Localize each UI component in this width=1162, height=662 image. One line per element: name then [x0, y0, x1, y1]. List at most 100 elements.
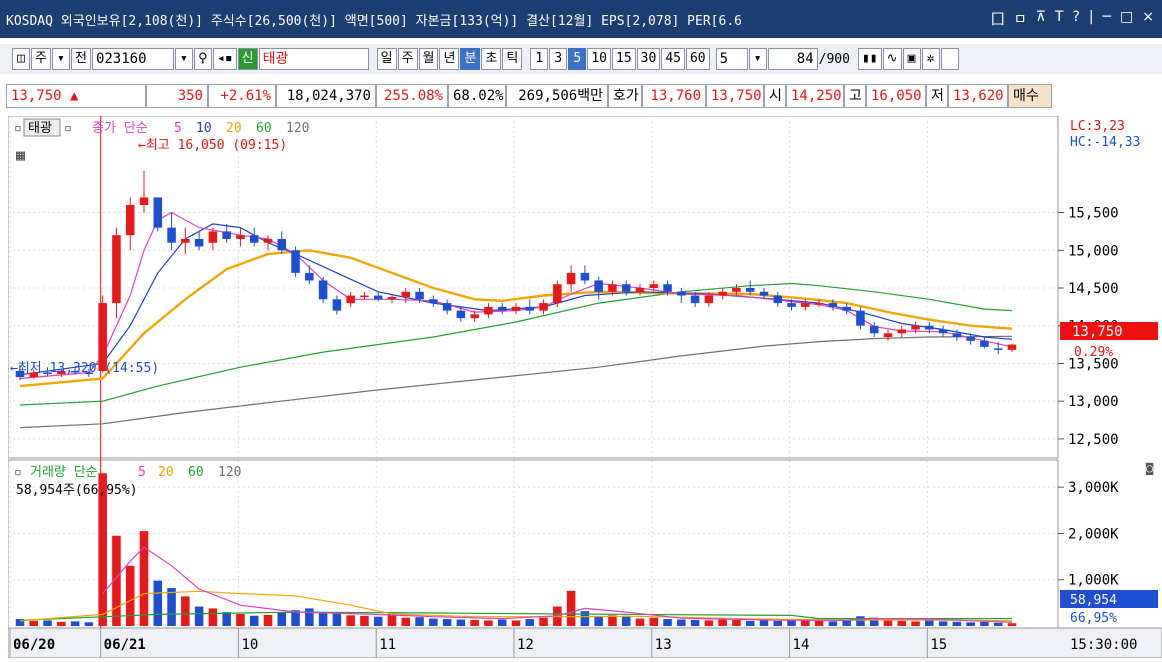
- candle-body: [911, 325, 920, 330]
- speaker-icon[interactable]: ◂▪: [212, 48, 237, 70]
- help-icon[interactable]: ?: [1072, 9, 1080, 25]
- candle-body: [153, 197, 163, 228]
- candle-body: [525, 306, 535, 311]
- vol-tag-box: [1060, 590, 1158, 608]
- minute-10[interactable]: 10: [587, 48, 611, 70]
- vma20-line: [19, 590, 1013, 622]
- indicator-icon[interactable]: ∿: [882, 48, 902, 70]
- candle-body: [952, 333, 962, 338]
- save-icon[interactable]: ▣: [902, 48, 921, 70]
- volume-tick-label: 2,000K: [1068, 526, 1119, 542]
- volume-bar: [759, 620, 769, 626]
- pin-icon[interactable]: ⊼: [1035, 9, 1046, 25]
- price-volume-chart[interactable]: 12,50013,00013,50014,00014,50015,00015,5…: [7, 115, 1162, 659]
- interval-dropdown-icon[interactable]: ▾: [748, 48, 767, 70]
- volume-bar: [222, 612, 231, 626]
- period-year[interactable]: 년: [439, 48, 460, 70]
- volume-value: 58,954주(66,95%): [16, 483, 138, 498]
- volume-bar: [181, 596, 190, 626]
- period-second[interactable]: 초: [481, 48, 502, 70]
- font-icon[interactable]: T: [1054, 9, 1064, 25]
- vma5-line: [102, 546, 1013, 623]
- volume-bar: [993, 622, 1003, 626]
- close-icon[interactable]: ×: [1142, 9, 1154, 25]
- volume-bar: [511, 620, 521, 626]
- candle-body: [208, 231, 218, 243]
- link-icon[interactable]: ㅁ: [1013, 12, 1027, 28]
- settings-icon[interactable]: ✲: [921, 48, 940, 70]
- period-tick[interactable]: 틱: [502, 48, 523, 70]
- candle-body: [181, 238, 190, 243]
- minute-60[interactable]: 60: [685, 48, 710, 70]
- minimize-icon[interactable]: ─: [1102, 9, 1112, 25]
- legend-vma5: 5: [138, 465, 146, 480]
- candle-body: [442, 303, 452, 311]
- volume-bar: [249, 615, 259, 626]
- volume-bar: [925, 620, 934, 626]
- volume-bar: [387, 613, 397, 626]
- search-icon[interactable]: ⚲: [193, 48, 212, 70]
- minute-45[interactable]: 45: [661, 48, 685, 70]
- minute-30[interactable]: 30: [636, 48, 661, 70]
- open-label: 시: [764, 84, 786, 108]
- time-axis: [7, 627, 1162, 659]
- candle-body: [649, 284, 659, 288]
- period-month[interactable]: 월: [418, 48, 439, 70]
- volume-tick-label: 1,000K: [1068, 573, 1119, 589]
- candle-body: [773, 295, 783, 304]
- period-day[interactable]: 일: [376, 48, 397, 70]
- candle-body: [291, 250, 300, 273]
- code-dropdown-icon[interactable]: ▾: [174, 48, 193, 70]
- market-select[interactable]: 주: [31, 48, 51, 70]
- low-label: 저: [926, 84, 948, 108]
- layout-icon[interactable]: 囗: [990, 12, 1005, 28]
- volume-ratio: 255.08%: [376, 84, 448, 108]
- minute-5[interactable]: 5: [568, 48, 587, 70]
- display-count-input[interactable]: 84: [767, 48, 818, 70]
- period-short-button[interactable]: 전: [70, 48, 91, 70]
- current-price: 13,750 ▲: [6, 84, 146, 108]
- candle-body: [29, 372, 39, 378]
- volume-bar: [332, 613, 342, 626]
- period-week[interactable]: 주: [397, 48, 418, 70]
- volume-bar: [194, 606, 204, 626]
- volume-bar: [1007, 623, 1017, 626]
- volume-bar: [401, 617, 411, 626]
- volume-bar: [29, 620, 39, 626]
- buy-button[interactable]: 매수: [1008, 84, 1052, 108]
- candle-body: [759, 291, 769, 296]
- candle-body: [222, 231, 231, 239]
- stock-name-field[interactable]: 태광: [258, 48, 369, 70]
- stock-code-input[interactable]: 023160: [91, 48, 174, 70]
- screen-menu-icon[interactable]: ◫: [12, 48, 30, 70]
- vol-tag: 58,954: [1070, 593, 1117, 608]
- chart-type-icon[interactable]: ▮▮: [857, 48, 882, 70]
- volume-bar: [732, 619, 741, 626]
- maximize-icon[interactable]: □: [1120, 9, 1134, 25]
- volume-bar: [57, 621, 66, 626]
- time-tick-label: 12: [517, 637, 534, 653]
- title-bar: KOSDAQ 외국인보유[2,108(천)] 주식수[26,500(천)] 액면…: [0, 0, 1162, 38]
- candle-body: [167, 227, 176, 243]
- minute-3[interactable]: 3: [549, 48, 568, 70]
- price-tick-label: 13,500: [1068, 356, 1119, 372]
- candle-body: [993, 348, 1003, 350]
- volume-bar: [484, 620, 493, 626]
- price-legend-tag[interactable]: 태광: [28, 121, 52, 136]
- volume-bar: [842, 620, 851, 626]
- checkbox[interactable]: [940, 48, 959, 70]
- volume-bar: [125, 565, 135, 626]
- volume-bar: [470, 619, 479, 626]
- period-minute[interactable]: 분: [460, 48, 481, 70]
- interval-input[interactable]: 5: [715, 48, 748, 70]
- price-legend-box-icon[interactable]: ▫: [14, 121, 22, 136]
- stock-info-title: KOSDAQ 외국인보유[2,108(천)] 주식수[26,500(천)] 액면…: [6, 13, 742, 29]
- high-label: 고: [844, 84, 866, 108]
- minute-15[interactable]: 15: [612, 48, 636, 70]
- legend-ma5: 5: [174, 121, 182, 136]
- minute-1[interactable]: 1: [530, 48, 549, 70]
- panel-menu-icon[interactable]: ◙: [1145, 461, 1154, 475]
- grid-icon[interactable]: ▦: [16, 146, 25, 164]
- candle-body: [305, 272, 314, 281]
- market-dropdown-icon[interactable]: ▾: [51, 48, 70, 70]
